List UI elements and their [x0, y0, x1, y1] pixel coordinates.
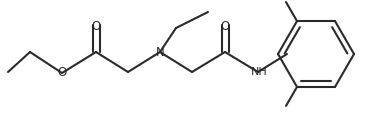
Text: O: O: [57, 67, 67, 80]
Text: O: O: [220, 20, 230, 33]
Text: N: N: [156, 45, 165, 58]
Text: O: O: [92, 20, 100, 33]
Text: NH: NH: [251, 67, 267, 77]
